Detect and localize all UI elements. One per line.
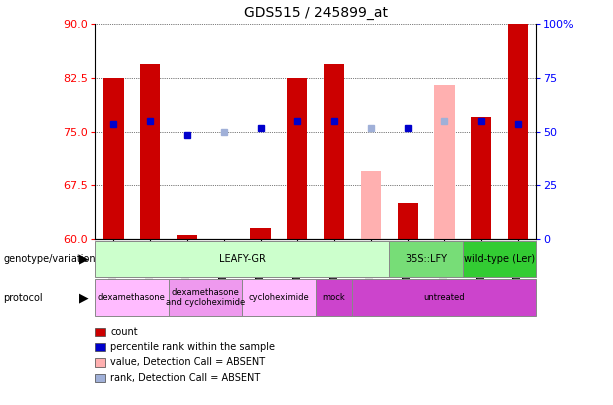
Bar [435, 85, 455, 239]
Bar [169, 279, 242, 316]
Bar [177, 235, 197, 239]
Bar [103, 78, 124, 239]
Text: LEAFY-GR: LEAFY-GR [219, 254, 265, 264]
Text: dexamethasone
and cycloheximide: dexamethasone and cycloheximide [166, 288, 245, 307]
Text: dexamethasone: dexamethasone [98, 293, 166, 302]
Text: cycloheximide: cycloheximide [248, 293, 310, 302]
Bar [352, 279, 536, 316]
Bar [140, 64, 161, 239]
Text: count: count [110, 327, 138, 337]
Bar [95, 241, 389, 277]
Bar [471, 117, 492, 239]
Text: rank, Detection Call = ABSENT: rank, Detection Call = ABSENT [110, 373, 261, 383]
Text: 35S::LFY: 35S::LFY [405, 254, 447, 264]
Bar [398, 203, 418, 239]
Bar [463, 241, 536, 277]
Text: ▶: ▶ [79, 253, 89, 266]
Bar [287, 78, 308, 239]
Text: value, Detection Call = ABSENT: value, Detection Call = ABSENT [110, 358, 265, 367]
Text: wild-type (Ler): wild-type (Ler) [464, 254, 535, 264]
Title: GDS515 / 245899_at: GDS515 / 245899_at [244, 6, 387, 21]
Bar [508, 24, 528, 239]
Text: untreated: untreated [424, 293, 465, 302]
Bar [324, 64, 345, 239]
Bar [95, 279, 169, 316]
Text: mock: mock [322, 293, 346, 302]
Text: protocol: protocol [3, 293, 43, 303]
Bar [389, 241, 463, 277]
Text: ▶: ▶ [79, 291, 89, 304]
Text: genotype/variation: genotype/variation [3, 254, 96, 264]
Bar [316, 279, 352, 316]
Text: percentile rank within the sample: percentile rank within the sample [110, 342, 275, 352]
Bar [242, 279, 316, 316]
Bar [361, 171, 381, 239]
Bar [251, 228, 271, 239]
